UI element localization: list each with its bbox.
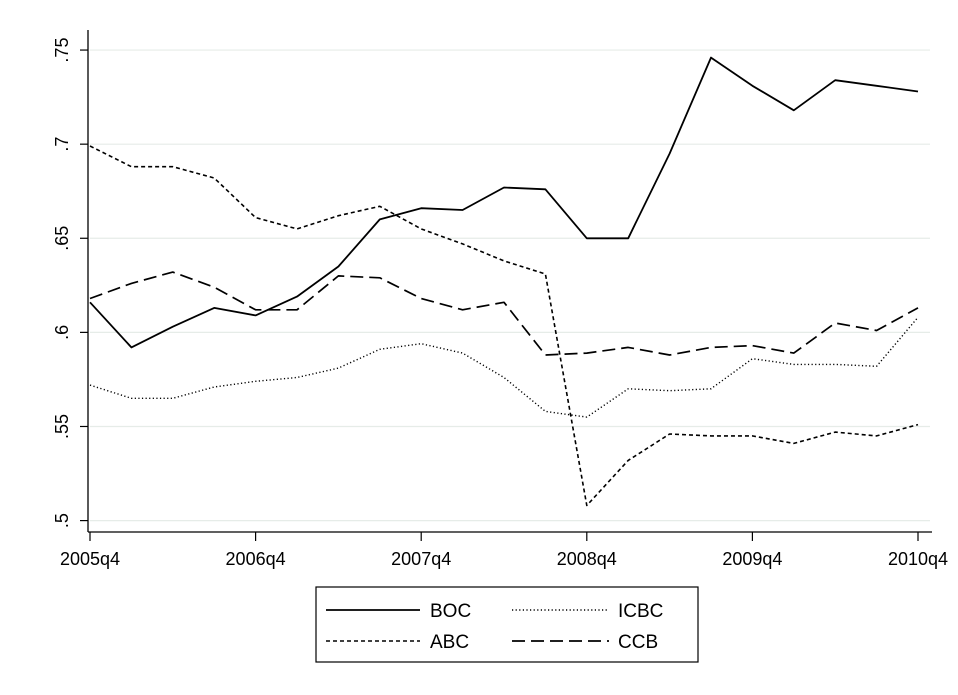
y-tick-label: .65 — [52, 226, 72, 251]
legend-label-boc: BOC — [430, 601, 471, 622]
legend-box — [315, 586, 699, 663]
series-line-abc — [89, 145, 919, 507]
series-line-boc — [89, 56, 919, 349]
x-tick-label: 2009q4 — [722, 549, 782, 569]
legend-label-ccb: CCB — [618, 632, 658, 653]
x-tick-label: 2006q4 — [226, 549, 286, 569]
legend-label-abc: ABC — [430, 632, 469, 653]
legend: BOC ICBC ABC CCB — [315, 586, 699, 663]
axes: .5 .55 .6 .65 .7 .75 2005q4 2006q4 2007q4 2008q4 2… — [52, 30, 948, 569]
x-tick-label: 2010q4 — [888, 549, 948, 569]
series-line-ccb — [89, 271, 919, 356]
series-line-icbc — [89, 316, 919, 418]
grid-lines — [90, 49, 930, 522]
x-tick-label: 2007q4 — [391, 549, 451, 569]
x-tick-label: 2008q4 — [557, 549, 617, 569]
y-tick-label: .75 — [52, 38, 72, 63]
y-tick-label: .5 — [52, 513, 72, 528]
y-tick-label: .55 — [52, 414, 72, 439]
series-lines — [89, 56, 919, 507]
legend-label-icbc: ICBC — [618, 601, 663, 622]
y-tick-label: .6 — [52, 325, 72, 340]
y-tick-label: .7 — [52, 137, 72, 152]
x-tick-label: 2005q4 — [60, 549, 120, 569]
